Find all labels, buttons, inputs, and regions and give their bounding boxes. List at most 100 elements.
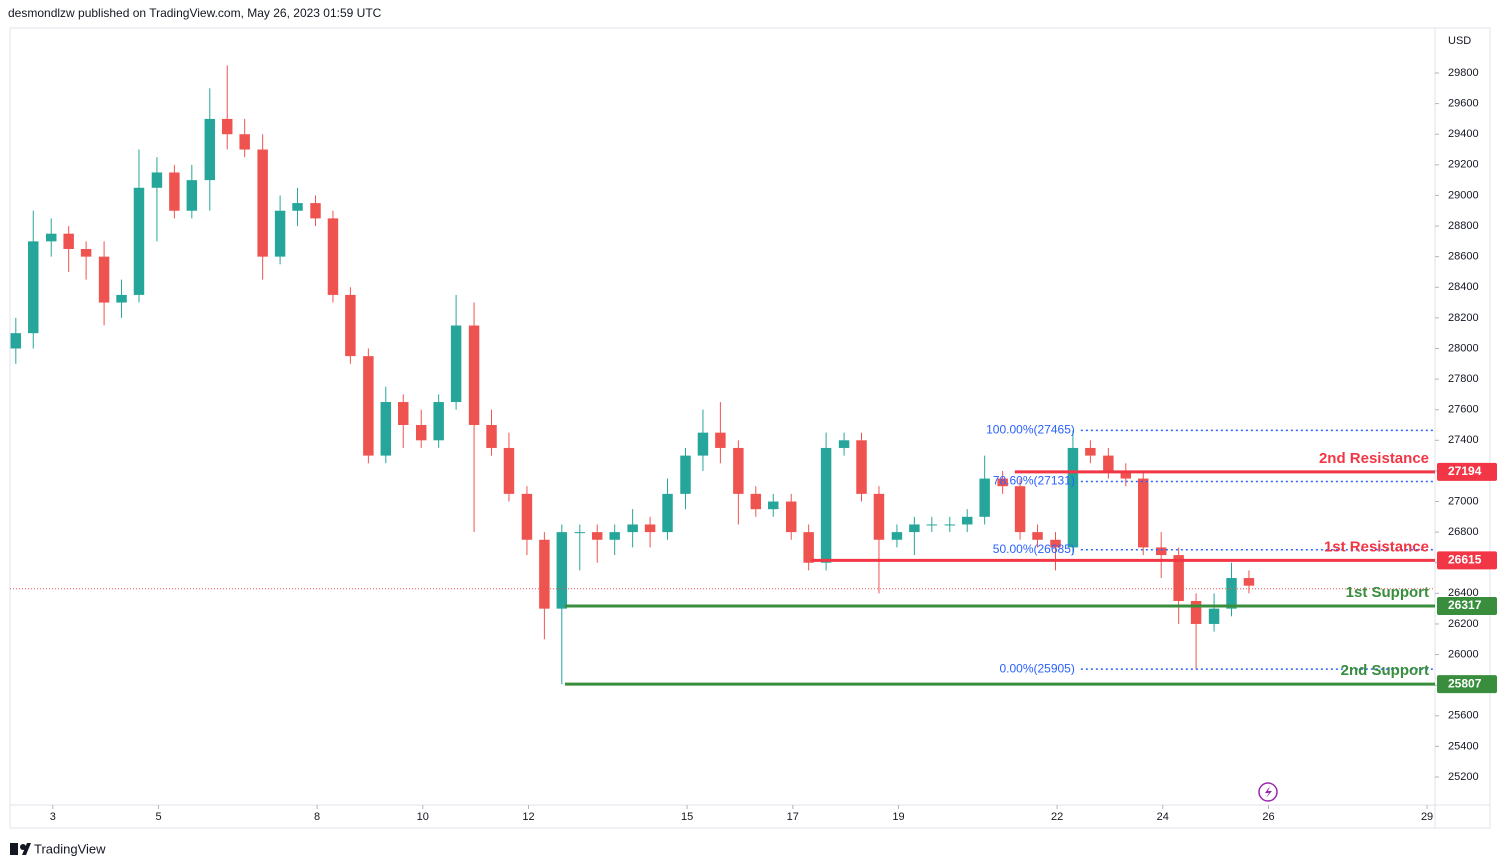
y-tick-label: 27400 <box>1448 434 1479 446</box>
candle-body <box>591 532 603 540</box>
candle-body <box>257 149 268 257</box>
x-tick-label: 22 <box>1051 811 1063 823</box>
candle-body <box>891 532 903 540</box>
y-tick-label: 28600 <box>1448 251 1479 263</box>
level-label: 1st Support <box>1346 584 1429 601</box>
candle-body <box>873 493 885 540</box>
brand-logo <box>10 843 31 855</box>
candle-body <box>503 447 515 494</box>
candle-body <box>380 402 392 456</box>
candle-body <box>310 203 321 219</box>
fib-label: 100.00%(27465) <box>986 423 1075 437</box>
candle-body <box>574 532 586 534</box>
x-tick-label: 17 <box>787 811 799 823</box>
y-tick-label: 26200 <box>1448 618 1479 630</box>
brand: TradingView <box>34 841 106 856</box>
y-tick-label: 25600 <box>1448 710 1479 722</box>
price-tag <box>1437 462 1497 481</box>
x-tick-label: 12 <box>522 811 534 823</box>
candle-body <box>926 524 938 526</box>
x-tick-label: 10 <box>417 811 429 823</box>
flash-icon <box>1258 782 1278 802</box>
candle-body <box>1103 455 1114 471</box>
candle-body <box>133 187 145 295</box>
candle-body <box>1243 578 1255 586</box>
y-tick-label: 29800 <box>1448 67 1479 79</box>
y-tick-label: 29000 <box>1448 189 1479 201</box>
candle-body <box>116 294 127 303</box>
candle-body <box>274 210 286 257</box>
candle-body <box>398 402 409 425</box>
candle-body <box>327 218 339 295</box>
x-tick-label: 29 <box>1421 811 1433 823</box>
y-tick-label: 29400 <box>1448 128 1479 140</box>
candle-body <box>627 524 638 533</box>
candle-body <box>644 524 656 533</box>
y-tick-label: 28800 <box>1448 220 1479 232</box>
y-tick-label: 27600 <box>1448 404 1479 416</box>
candle-body <box>239 134 250 150</box>
candle-body <box>750 493 762 510</box>
y-tick-label: 26800 <box>1448 526 1479 538</box>
candle-body <box>468 325 480 425</box>
level-label: 2nd Resistance <box>1319 450 1429 467</box>
x-tick-label: 19 <box>892 811 904 823</box>
candle-body <box>1190 600 1202 624</box>
candle-body <box>856 440 867 494</box>
candle-body <box>450 325 462 403</box>
y-tick-label: 27800 <box>1448 373 1479 385</box>
candle-body <box>1155 547 1167 556</box>
candle-body <box>785 501 797 533</box>
price-tag-label: 26615 <box>1448 553 1482 567</box>
price-tag-label: 26317 <box>1448 598 1482 612</box>
candle-body <box>1032 532 1043 540</box>
x-tick-label: 8 <box>314 811 320 823</box>
y-tick-label: 26400 <box>1448 587 1479 599</box>
candle-body <box>803 532 814 563</box>
candle-body <box>961 516 973 525</box>
currency: USD <box>1448 35 1471 47</box>
candle-body <box>169 172 180 211</box>
x-tick-label: 3 <box>50 811 56 823</box>
header: desmondlzw published on TradingView.com,… <box>8 6 382 20</box>
y-tick-label: 27000 <box>1448 495 1479 507</box>
candle-body <box>415 424 427 441</box>
candle-body <box>697 432 709 456</box>
candle-body <box>433 402 444 441</box>
candle-body <box>28 241 39 334</box>
candle-body <box>151 172 163 188</box>
price-tag <box>1437 675 1497 694</box>
price-tag-label: 27194 <box>1448 464 1482 478</box>
y-tick-label: 28400 <box>1448 281 1479 293</box>
candle-body <box>556 532 568 609</box>
y-tick-label: 25400 <box>1448 740 1479 752</box>
price-tag <box>1437 597 1497 616</box>
candle-body <box>292 203 303 211</box>
candle-body <box>909 524 920 533</box>
candle-body <box>521 493 533 540</box>
candle-body <box>1120 470 1132 479</box>
candle-body <box>820 447 832 563</box>
candle-body <box>1226 578 1237 609</box>
candle-body <box>768 501 779 510</box>
candle-body <box>45 233 57 242</box>
candle-body <box>1138 478 1149 548</box>
candle-body <box>80 248 92 257</box>
x-tick-label: 5 <box>155 811 161 823</box>
fib-label: 78.60%(27131) <box>993 474 1075 488</box>
price-tag-label: 25807 <box>1448 676 1482 690</box>
y-tick-label: 28200 <box>1448 312 1479 324</box>
y-tick-label: 25200 <box>1448 771 1479 783</box>
candle-body <box>204 118 216 181</box>
candle-body <box>1208 608 1220 624</box>
candle-body <box>63 233 74 249</box>
candle-body <box>979 478 990 517</box>
candle-body <box>715 432 726 448</box>
price-tag <box>1437 551 1497 570</box>
y-tick-label: 26000 <box>1448 648 1479 660</box>
candle-body <box>1173 555 1184 601</box>
candle-body <box>10 333 22 349</box>
candle-body <box>1067 447 1079 548</box>
